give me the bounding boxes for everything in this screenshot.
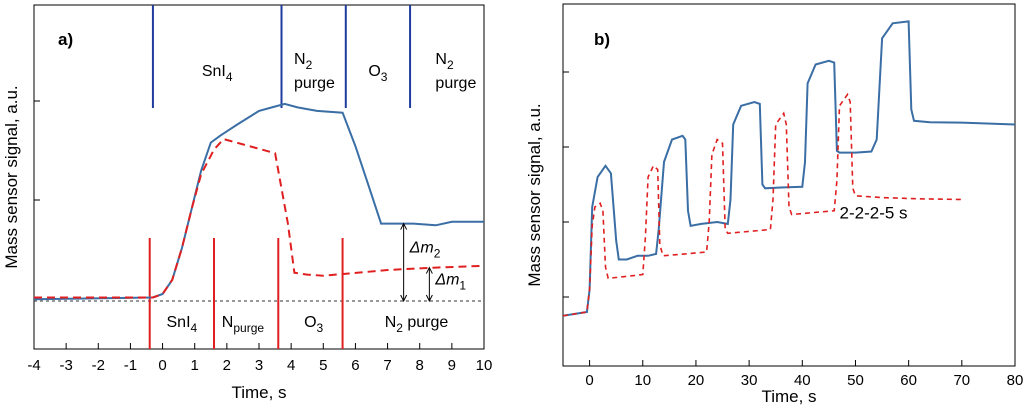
- panel-a-x-tick-label: 7: [383, 357, 391, 374]
- panel-b-x-tick-label: 60: [900, 372, 917, 389]
- panel-a-y-axis-label: Mass sensor signal, a.u.: [2, 85, 21, 268]
- panel-a-x-tick-label: 0: [158, 357, 166, 374]
- panel-a-top-step-label-extra: purge: [435, 75, 476, 92]
- panel-b-x-tick-label: 20: [688, 372, 705, 389]
- panel-a-bottom-step-label: O3: [304, 314, 323, 335]
- panel-a-top-step-label: N2: [294, 51, 313, 72]
- panel-b-series-2-2-2-5 s: [562, 92, 962, 317]
- panel-b-x-tick-label: 80: [1007, 372, 1024, 389]
- panel-a-top-step-label: N2: [435, 51, 454, 72]
- panel-a-x-tick-label: 9: [448, 357, 456, 374]
- panel-b-x-tick-label: 50: [847, 372, 864, 389]
- panel-a-x-tick-label: -2: [92, 357, 105, 374]
- panel-a-label: a): [58, 30, 73, 49]
- panel-a-x-tick-label: 8: [416, 357, 424, 374]
- panel-a-series-blue: [33, 102, 484, 301]
- panel-b-x-tick-label: 70: [953, 372, 970, 389]
- panel-a-delta-arrowhead-up: [425, 266, 433, 274]
- panel-a-top-step-label: SnI4: [202, 63, 233, 84]
- panel-a-x-tick-label: 3: [255, 357, 263, 374]
- panel-a-x-axis-label: Time, s: [231, 383, 286, 402]
- panel-a-x-tick-label: -4: [27, 357, 40, 374]
- panel-b-frame: [562, 3, 1016, 367]
- panel-b-series-label: 2-2-2-5 s: [840, 203, 908, 222]
- panel-a-x-tick-label: -1: [124, 357, 137, 374]
- panel-a-bottom-step-label: N2 purge: [385, 314, 449, 335]
- panel-a-series-red: [34, 137, 485, 299]
- panel-a-x-tick-label: 10: [476, 357, 493, 374]
- panel-a-top-step-label-extra: purge: [294, 75, 335, 92]
- panel-a-delta-arrowhead-down: [425, 294, 433, 303]
- panel-a-x-tick-label: 4: [287, 357, 295, 374]
- panel-a-bottom-step-label: SnI4: [167, 314, 198, 335]
- panel-b-x-tick-label: 0: [585, 372, 593, 389]
- panel-b-label: b): [594, 30, 610, 49]
- panel-a-delta-arrowhead-up: [400, 222, 408, 230]
- panel-a-delta-label: Δm1: [434, 271, 466, 292]
- panel-b-y-axis-label: Mass sensor signal, a.u.: [525, 103, 544, 286]
- panel-a-x-tick-label: -3: [59, 357, 72, 374]
- panel-b-series-4-2-2-5 s: [562, 20, 1016, 317]
- panel-a-top-step-label: O3: [368, 63, 387, 84]
- panel-a-x-tick-label: 5: [319, 357, 327, 374]
- panel-a-delta-label: Δm2: [409, 239, 441, 260]
- panel-b-x-tick-label: 10: [634, 372, 651, 389]
- panel-a-delta-arrowhead-down: [400, 294, 408, 303]
- panel-b-x-axis-label: Time, s: [761, 387, 816, 406]
- panel-a-x-tick-label: 2: [223, 357, 231, 374]
- panel-b-x-tick-label: 40: [794, 372, 811, 389]
- panel-a-x-tick-label: 1: [191, 357, 199, 374]
- panel-a-x-tick-label: 6: [351, 357, 359, 374]
- panel-b-x-tick-label: 30: [741, 372, 758, 389]
- panel-a-bottom-step-label: Npurge: [222, 314, 265, 335]
